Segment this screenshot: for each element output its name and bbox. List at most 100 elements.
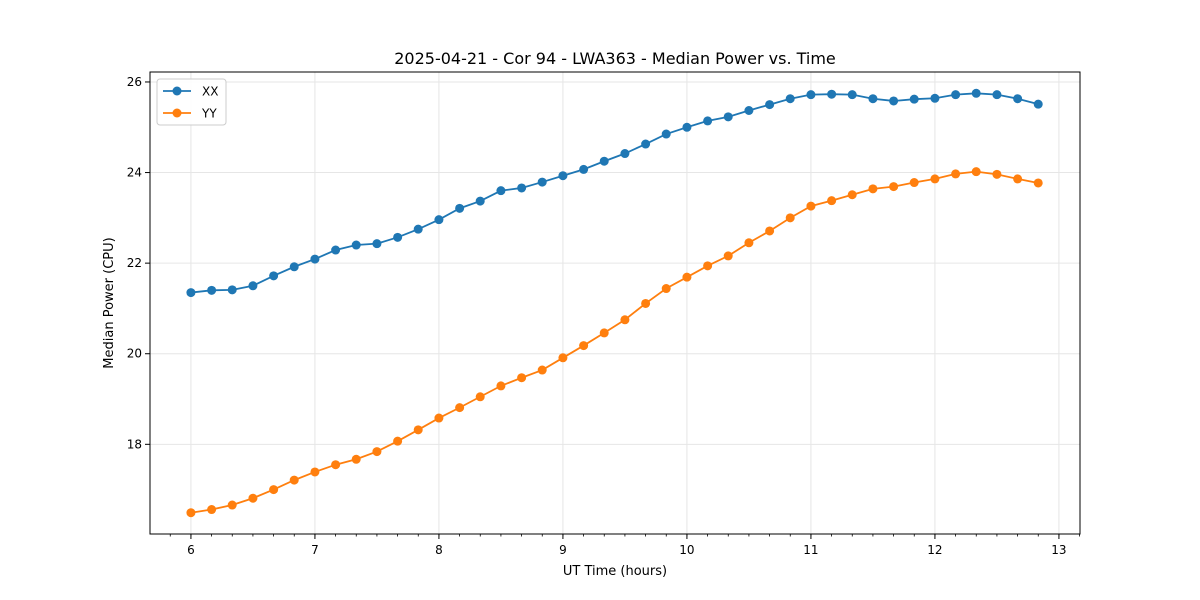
data-point-yy (475, 392, 485, 402)
legend-marker-xx (172, 86, 182, 96)
data-point-yy (289, 475, 299, 485)
data-point-xx (413, 224, 423, 234)
data-point-yy (579, 341, 589, 351)
y-tick-label: 18 (127, 437, 142, 451)
data-point-yy (641, 298, 651, 308)
data-point-xx (351, 240, 361, 250)
data-point-yy (785, 213, 795, 223)
data-point-xx (537, 177, 547, 187)
data-point-xx (661, 129, 671, 139)
y-tick-label: 26 (127, 75, 142, 89)
data-point-yy (971, 167, 981, 177)
data-point-yy (723, 251, 733, 261)
x-tick-label: 8 (435, 543, 443, 557)
data-point-yy (186, 508, 196, 518)
grid-lines (150, 72, 1080, 534)
data-point-xx (517, 183, 527, 193)
data-point-yy (372, 447, 382, 457)
series-line-yy (190, 170, 1039, 514)
data-point-xx (331, 245, 341, 255)
data-point-xx (744, 106, 754, 115)
data-point-xx (1013, 94, 1023, 104)
data-point-yy (868, 184, 878, 194)
data-point-xx (641, 139, 651, 149)
data-point-yy (703, 261, 713, 271)
x-axis-label: UT Time (hours) (563, 564, 667, 579)
data-point-yy (620, 315, 630, 325)
data-point-xx (455, 203, 465, 213)
data-point-xx (1033, 99, 1043, 109)
data-point-xx (372, 239, 382, 249)
data-point-xx (289, 262, 299, 272)
x-tick-label: 13 (1051, 543, 1066, 557)
legend-marker-yy (172, 108, 182, 118)
data-point-yy (558, 353, 568, 363)
plot-area (186, 88, 1043, 518)
data-point-xx (806, 90, 816, 100)
data-point-xx (496, 186, 506, 196)
data-point-xx (227, 285, 237, 295)
data-point-xx (620, 149, 630, 159)
data-point-yy (331, 460, 341, 470)
data-point-xx (951, 90, 961, 100)
data-point-yy (909, 178, 919, 188)
data-point-xx (785, 94, 795, 104)
data-point-yy (207, 505, 217, 515)
data-point-xx (393, 232, 403, 242)
data-point-yy (413, 425, 423, 435)
axis-ticks: 6 7 8 9 10 11 12 13 18 20 22 24 26 (127, 75, 1080, 557)
data-point-yy (434, 413, 444, 423)
x-tick-label: 7 (311, 543, 319, 557)
data-point-yy (930, 174, 940, 184)
legend-label-yy: YY (201, 107, 217, 121)
x-tick-label: 11 (803, 543, 818, 557)
data-point-xx (475, 196, 485, 206)
data-point-xx (310, 254, 320, 264)
y-tick-label: 22 (127, 256, 142, 270)
data-point-xx (682, 122, 692, 132)
data-point-xx (723, 112, 733, 122)
data-point-yy (599, 328, 609, 338)
y-tick-label: 24 (127, 166, 142, 180)
data-point-xx (269, 271, 279, 281)
data-point-yy (1013, 174, 1023, 184)
data-point-yy (517, 373, 527, 383)
data-point-yy (537, 365, 547, 375)
data-point-yy (827, 196, 837, 206)
data-point-xx (579, 164, 589, 174)
axes-frame (149, 71, 1081, 535)
data-point-yy (847, 190, 857, 200)
data-point-xx (909, 94, 919, 104)
data-point-xx (186, 288, 196, 298)
data-point-xx (827, 89, 837, 99)
data-point-yy (310, 467, 320, 477)
data-point-yy (951, 169, 961, 179)
data-point-yy (806, 201, 816, 211)
data-point-xx (248, 281, 258, 291)
data-point-yy (1033, 178, 1043, 188)
data-point-yy (393, 436, 403, 446)
data-point-yy (227, 500, 237, 510)
data-point-yy (269, 485, 279, 495)
data-point-xx (765, 100, 775, 110)
x-tick-label: 12 (927, 543, 942, 557)
data-point-yy (992, 169, 1002, 179)
x-tick-label: 10 (679, 543, 694, 557)
data-point-xx (868, 94, 878, 104)
x-tick-label: 9 (559, 543, 567, 557)
data-point-yy (661, 284, 671, 294)
y-tick-label: 20 (127, 347, 142, 361)
data-point-xx (889, 96, 899, 106)
y-axis-label: Median Power (CPU) (102, 237, 117, 368)
data-point-xx (599, 156, 609, 166)
data-point-yy (765, 226, 775, 236)
data-point-yy (455, 403, 465, 413)
legend-items: XX YY (163, 85, 218, 121)
legend-label-xx: XX (202, 85, 218, 99)
data-point-xx (703, 116, 713, 126)
data-point-xx (971, 88, 981, 98)
data-point-xx (558, 171, 568, 181)
data-point-yy (496, 381, 506, 391)
data-point-yy (248, 493, 258, 503)
